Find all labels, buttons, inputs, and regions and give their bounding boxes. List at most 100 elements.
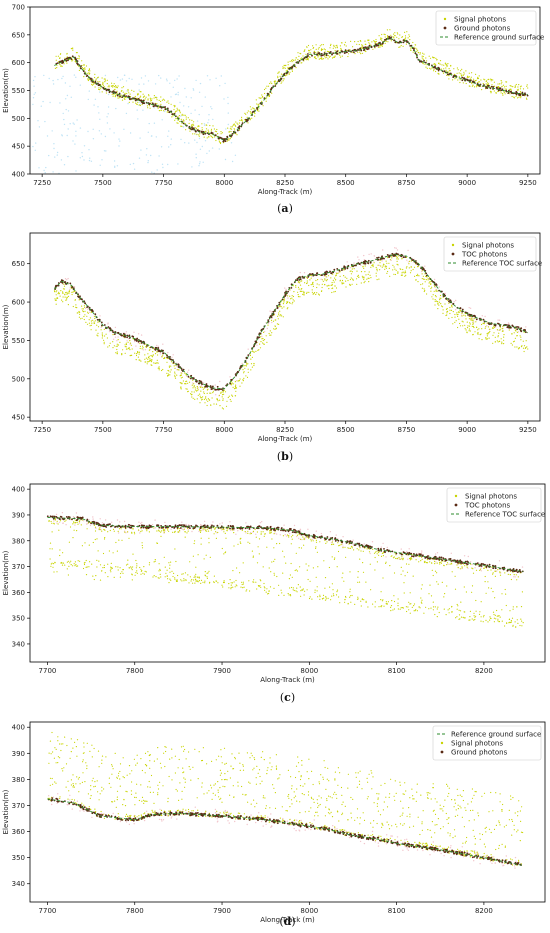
signal-photon bbox=[382, 577, 384, 579]
classified-photon bbox=[466, 79, 469, 82]
signal-photon bbox=[206, 528, 208, 530]
noise-photon bbox=[507, 322, 510, 324]
classified-photon bbox=[353, 51, 355, 54]
noise-photon bbox=[382, 249, 384, 251]
signal-photon bbox=[191, 578, 193, 581]
signal-photon bbox=[264, 587, 266, 589]
signal-photon bbox=[193, 576, 195, 579]
signal-photon bbox=[374, 41, 376, 43]
signal-photon bbox=[408, 601, 410, 603]
noise-photon bbox=[92, 128, 94, 130]
signal-photon bbox=[257, 104, 259, 106]
noise-photon bbox=[296, 535, 298, 538]
signal-photon bbox=[423, 53, 425, 55]
signal-photon bbox=[437, 606, 439, 608]
signal-photon bbox=[332, 589, 334, 591]
signal-photon bbox=[507, 573, 509, 576]
signal-photon bbox=[299, 284, 302, 286]
signal-photon bbox=[503, 91, 505, 93]
noise-photon bbox=[134, 340, 136, 343]
signal-photon bbox=[516, 579, 518, 581]
signal-photon bbox=[443, 64, 445, 66]
signal-photon bbox=[185, 116, 187, 118]
signal-photon bbox=[245, 375, 247, 377]
noise-photon bbox=[56, 151, 59, 154]
noise-photon bbox=[263, 330, 266, 333]
signal-photon bbox=[114, 86, 116, 88]
signal-photon bbox=[186, 380, 188, 382]
signal-photon bbox=[315, 546, 317, 548]
signal-photon bbox=[449, 306, 451, 309]
signal-photon bbox=[319, 541, 321, 543]
noise-photon bbox=[150, 154, 152, 157]
noise-photon bbox=[55, 513, 58, 516]
signal-photon bbox=[522, 340, 524, 342]
classified-photon bbox=[272, 310, 275, 313]
noise-photon bbox=[119, 521, 121, 523]
noise-photon bbox=[203, 123, 206, 125]
signal-photon bbox=[152, 354, 154, 356]
y-tick-label: 500 bbox=[12, 375, 25, 383]
noise-photon bbox=[184, 87, 186, 90]
signal-photon bbox=[329, 47, 331, 49]
noise-photon bbox=[229, 376, 231, 378]
signal-photon bbox=[484, 79, 486, 81]
signal-photon bbox=[149, 107, 151, 109]
signal-photon bbox=[350, 595, 352, 597]
signal-photon bbox=[288, 578, 290, 580]
signal-photon bbox=[149, 100, 152, 102]
signal-photon bbox=[158, 530, 160, 532]
noise-photon bbox=[129, 343, 131, 345]
signal-photon bbox=[495, 570, 497, 572]
signal-photon bbox=[415, 559, 417, 561]
signal-photon bbox=[194, 398, 196, 400]
signal-photon bbox=[141, 547, 144, 549]
signal-photon bbox=[142, 96, 144, 98]
signal-photon bbox=[264, 92, 266, 95]
signal-photon bbox=[290, 536, 293, 538]
signal-photon bbox=[205, 397, 207, 399]
signal-photon bbox=[363, 277, 365, 279]
signal-photon bbox=[148, 564, 150, 566]
signal-photon bbox=[270, 571, 272, 573]
signal-photon bbox=[236, 567, 238, 569]
signal-photon bbox=[456, 603, 458, 606]
signal-photon bbox=[115, 541, 117, 544]
signal-photon bbox=[313, 292, 316, 294]
signal-photon bbox=[123, 526, 125, 528]
signal-photon bbox=[193, 391, 195, 393]
signal-photon bbox=[448, 68, 450, 70]
signal-photon bbox=[368, 271, 370, 273]
classified-photon bbox=[127, 95, 130, 98]
signal-photon bbox=[325, 276, 327, 278]
signal-photon bbox=[497, 569, 499, 571]
signal-photon bbox=[368, 277, 370, 279]
signal-photon bbox=[497, 341, 499, 343]
noise-photon bbox=[142, 109, 144, 111]
classified-photon bbox=[157, 347, 160, 349]
noise-photon bbox=[479, 562, 481, 565]
signal-photon bbox=[444, 303, 446, 305]
signal-photon bbox=[215, 531, 217, 533]
noise-photon bbox=[188, 524, 190, 526]
noise-photon bbox=[44, 120, 46, 123]
signal-photon bbox=[456, 564, 458, 566]
signal-photon bbox=[263, 582, 265, 585]
signal-photon bbox=[308, 537, 310, 539]
signal-photon bbox=[305, 276, 307, 278]
signal-photon bbox=[359, 547, 361, 549]
signal-photon bbox=[397, 602, 399, 604]
signal-photon bbox=[215, 537, 217, 540]
signal-photon bbox=[440, 303, 442, 305]
signal-photon bbox=[130, 344, 132, 346]
signal-photon bbox=[520, 92, 522, 94]
signal-photon bbox=[120, 572, 122, 575]
signal-photon bbox=[373, 40, 375, 42]
x-tick-label: 8750 bbox=[398, 426, 416, 434]
signal-photon bbox=[271, 538, 273, 540]
signal-photon bbox=[481, 339, 483, 341]
noise-photon bbox=[100, 133, 103, 135]
noise-photon bbox=[363, 254, 365, 257]
signal-photon bbox=[334, 285, 336, 287]
signal-photon bbox=[271, 332, 273, 334]
